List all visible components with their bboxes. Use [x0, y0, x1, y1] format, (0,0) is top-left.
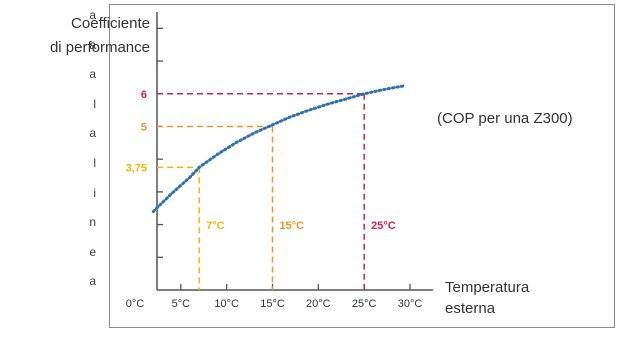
x-axis-title-line1: Temperatura [445, 279, 530, 296]
left-strip-letter: n [89, 215, 96, 230]
left-strip-letter: a [89, 8, 96, 22]
left-strip-letter: a [89, 126, 96, 141]
y-axis-title-line2: di performance [50, 39, 150, 56]
left-strip-letter: i [93, 185, 96, 200]
x-tick-label: 25°C [352, 298, 377, 310]
ref-x-label: 15°C [280, 220, 305, 232]
x-tick-label: 30°C [398, 298, 423, 310]
left-strip-letter: l [93, 96, 96, 111]
left-strip-letter: a [89, 274, 96, 289]
left-strip-letter: l [93, 156, 96, 170]
x-tick-label: 15°C [260, 298, 285, 310]
ref-y-label: 6 [141, 89, 147, 101]
chart-frame [109, 4, 615, 328]
left-strip-letter: e [89, 244, 96, 259]
x-tick-label: 20°C [306, 298, 331, 310]
series-label: (COP per una Z300) [437, 110, 573, 127]
ref-y-label: 5 [141, 121, 147, 133]
ref-x-label: 7°C [206, 220, 225, 232]
left-strip-letter: a [89, 37, 96, 52]
x-tick-label: 10°C [214, 298, 239, 310]
cop-curve [151, 84, 407, 213]
y-axis-title-line1: Coefficiente [71, 15, 150, 32]
ref-y-label: 3,75 [126, 162, 147, 174]
ref-x-label: 25°C [371, 220, 396, 232]
x-tick-label: 5°C [172, 298, 191, 310]
x-tick-label: 0°C [126, 298, 145, 310]
x-axis-title-line2: esterna [445, 300, 496, 317]
left-strip-letter: a [89, 67, 96, 82]
